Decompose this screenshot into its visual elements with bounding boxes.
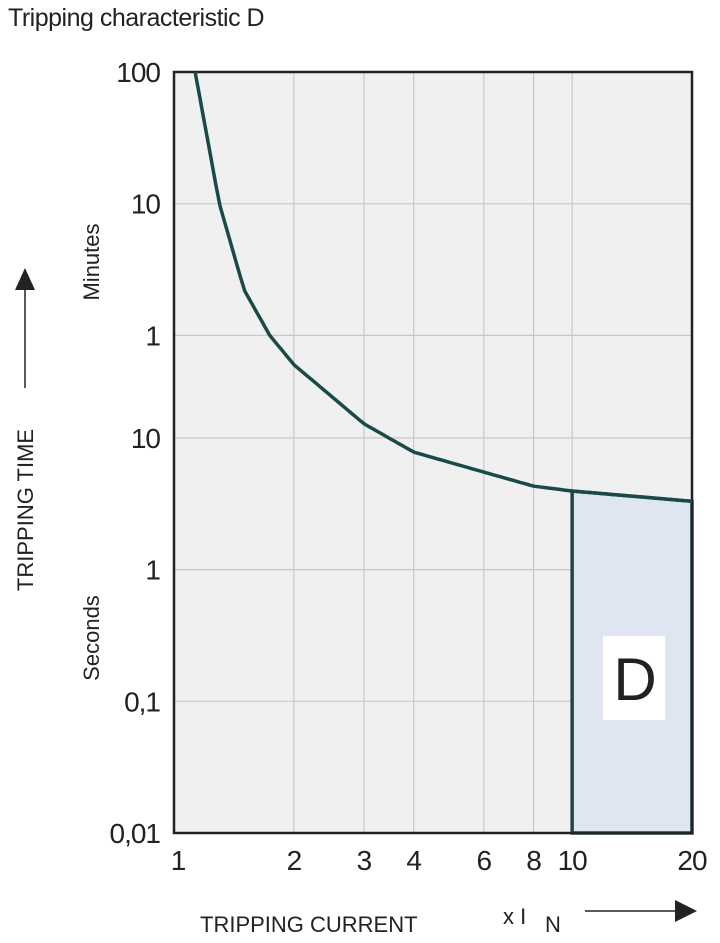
y-unit-minutes: Minutes: [79, 223, 104, 300]
x-axis-unit-subscript: N: [545, 912, 561, 937]
x-tick-label: 6: [477, 845, 492, 876]
y-axis-label: TRIPPING TIME: [13, 429, 38, 591]
x-tick-label: 20: [677, 845, 707, 876]
y-unit-seconds: Seconds: [79, 595, 104, 681]
y-tick-label: 10: [131, 423, 161, 454]
x-tick-label: 4: [406, 845, 421, 876]
x-axis-unit: x I: [503, 904, 526, 929]
y-tick-label: 0,01: [110, 818, 161, 849]
region-label-box: [603, 636, 666, 721]
y-tick-label: 0,1: [124, 686, 160, 717]
region-label: D: [613, 646, 656, 713]
y-tick-label: 10: [131, 189, 161, 220]
y-tick-label: 100: [116, 57, 160, 88]
x-tick-label: 2: [287, 845, 302, 876]
x-axis-label: TRIPPING CURRENT: [200, 912, 418, 937]
x-tick-label: 3: [357, 845, 372, 876]
plot-frame: [172, 70, 694, 835]
y-tick-label: 1: [145, 555, 160, 586]
tripping-curve: [193, 71, 693, 504]
y-axis-arrow-icon: [15, 268, 35, 290]
y-tick-label: 1: [145, 320, 160, 351]
chart-title: Tripping characteristic D: [8, 4, 265, 32]
x-axis-arrow-icon: [675, 900, 697, 922]
x-tick-label: 10: [558, 845, 588, 876]
x-tick-label: 8: [526, 845, 541, 876]
x-tick-label: 1: [171, 845, 186, 876]
